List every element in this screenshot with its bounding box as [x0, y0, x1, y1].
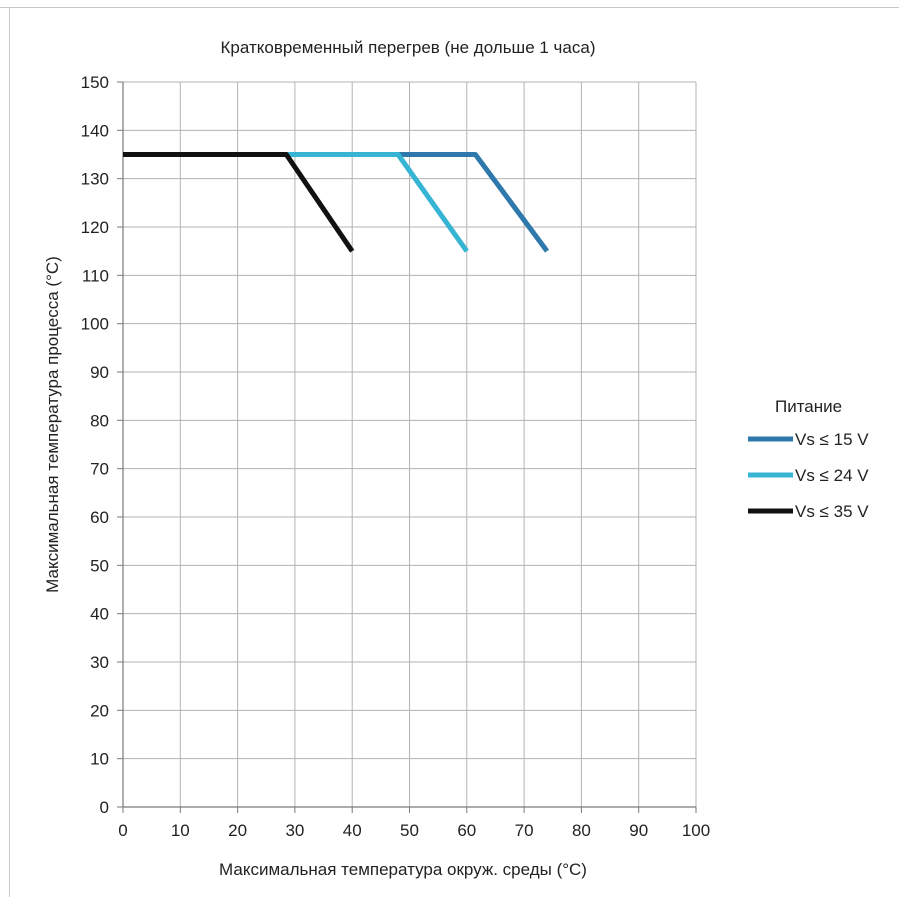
legend-entry-label: Vs ≤ 35 V [795, 502, 869, 521]
chart-title: Кратковременный перегрев (не дольше 1 ча… [221, 38, 596, 57]
x-tick-label: 60 [457, 821, 476, 840]
y-tick-label: 130 [81, 170, 109, 189]
y-tick-label: 20 [90, 701, 109, 720]
x-tick-label: 20 [228, 821, 247, 840]
y-tick-label: 120 [81, 218, 109, 237]
x-tick-label: 0 [118, 821, 127, 840]
legend: Питание Vs ≤ 15 V Vs ≤ 24 V Vs ≤ 35 V [748, 397, 869, 521]
x-tick-label: 70 [515, 821, 534, 840]
y-tick-label: 110 [82, 266, 109, 285]
window-top-border [0, 0, 899, 8]
x-tick-label: 100 [682, 821, 710, 840]
x-tick-labels: 0 10 20 30 40 50 60 70 80 90 100 [118, 821, 710, 840]
x-tick-label: 10 [171, 821, 190, 840]
y-tick-label: 80 [90, 411, 109, 430]
legend-entry-label: Vs ≤ 15 V [795, 430, 869, 449]
y-tick-label: 90 [90, 363, 109, 382]
window-left-border [9, 7, 10, 897]
x-tick-label: 40 [343, 821, 362, 840]
y-tick-label: 100 [81, 315, 109, 334]
series-line [283, 152, 469, 253]
legend-entry-label: Vs ≤ 24 V [795, 466, 869, 485]
series-lines [123, 152, 550, 253]
y-tick-label: 30 [90, 653, 109, 672]
y-tick-label: 60 [90, 508, 109, 527]
y-axis-label: Максимальная температура процесса (°C) [43, 256, 62, 593]
y-tick-label: 150 [81, 73, 109, 92]
x-tick-label: 50 [400, 821, 419, 840]
y-tick-label: 10 [90, 750, 109, 769]
axes [117, 81, 697, 813]
y-tick-label: 40 [90, 605, 109, 624]
x-tick-label: 90 [629, 821, 648, 840]
series-line [398, 152, 550, 253]
x-tick-label: 80 [572, 821, 591, 840]
series-line [123, 152, 355, 253]
x-axis-label: Максимальная температура окруж. среды (°… [219, 860, 587, 879]
y-tick-label: 0 [100, 798, 109, 817]
legend-title: Питание [775, 397, 842, 416]
y-tick-label: 50 [90, 556, 109, 575]
y-tick-label: 140 [81, 121, 109, 140]
y-tick-labels: 0 10 20 30 40 50 60 70 80 90 100 110 120 130 140 150 [81, 73, 109, 817]
x-tick-label: 30 [285, 821, 304, 840]
y-tick-label: 70 [90, 460, 109, 479]
grid-lines [122, 81, 697, 808]
